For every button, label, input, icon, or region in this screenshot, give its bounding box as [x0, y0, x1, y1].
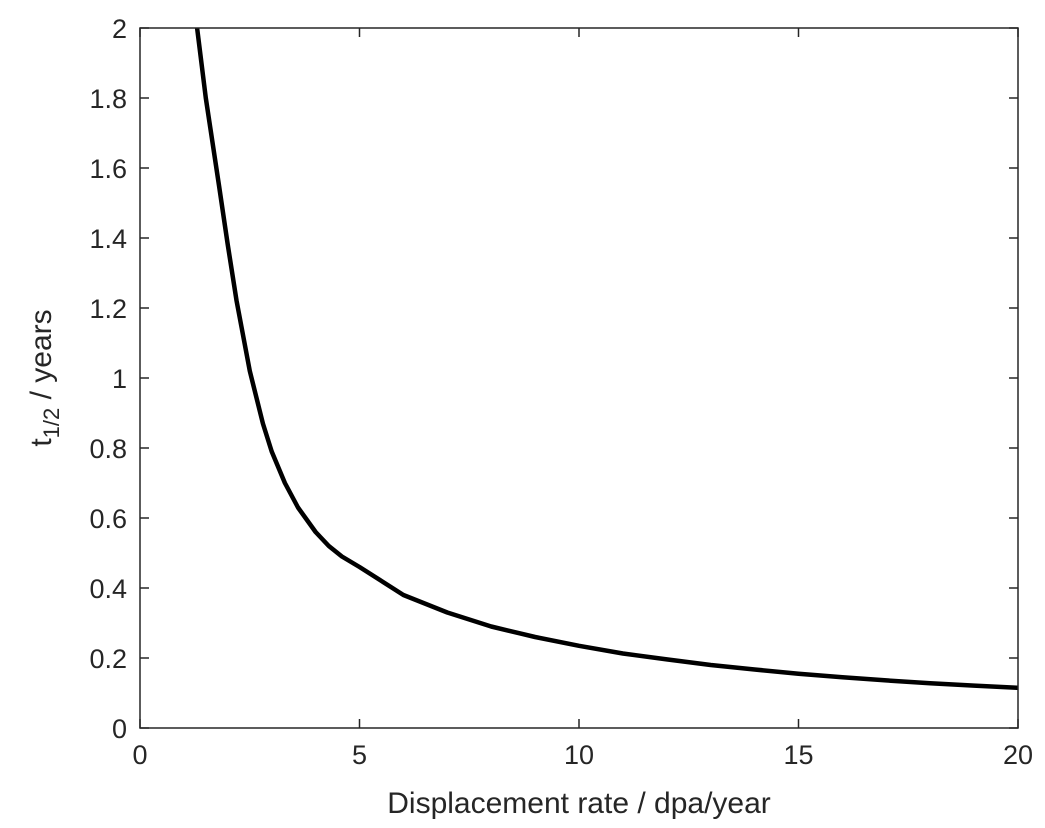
series-layer	[194, 27, 1019, 691]
y-tick-label: 2	[112, 14, 127, 44]
y-tick-label: 1.6	[89, 154, 127, 184]
y-tick-label: 1.2	[89, 294, 127, 324]
x-tick-label: 0	[132, 740, 147, 770]
axes-box	[139, 27, 1019, 729]
axis-ticks: 0 5 10 15 20 0 0.2 0.4 0.6 0.8 1 1.2 1.4 1.6 1.8 2	[89, 14, 1033, 770]
x-tick-label: 5	[352, 740, 367, 770]
y-tick-label: 0.2	[89, 644, 127, 674]
y-axis-label: t1/2 / years	[25, 309, 64, 446]
y-tick-label: 1.8	[89, 84, 127, 114]
y-tick-label: 0.6	[89, 504, 127, 534]
y-tick-label: 1.4	[89, 224, 127, 254]
y-axis-label-rest: / years	[25, 309, 58, 407]
y-tick-label: 0.4	[89, 574, 127, 604]
x-tick-label: 20	[1003, 740, 1033, 770]
x-axis-label: Displacement rate / dpa/year	[387, 787, 771, 820]
y-tick-label: 1	[112, 364, 127, 394]
y-axis-label-subscript: 1/2	[39, 408, 64, 439]
x-tick-label: 15	[783, 740, 813, 770]
y-axis-label-main: t	[25, 438, 58, 447]
series-line-0	[194, 27, 1019, 691]
y-tick-label: 0.8	[89, 434, 127, 464]
y-tick-label: 0	[112, 714, 127, 744]
x-tick-label: 10	[564, 740, 594, 770]
